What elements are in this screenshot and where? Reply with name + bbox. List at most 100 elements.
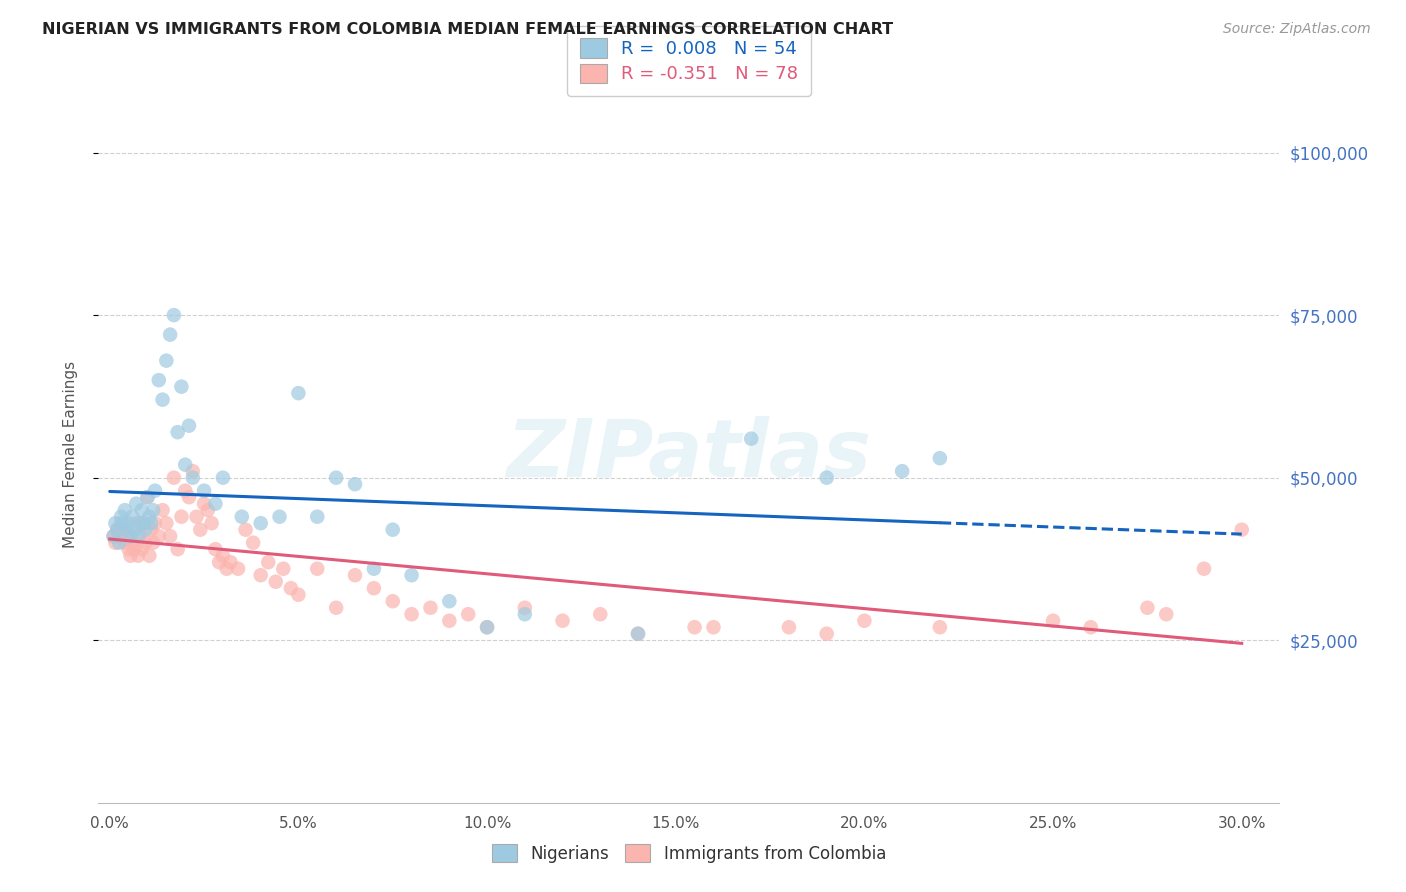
Point bbox=[103, 529, 125, 543]
Point bbox=[891, 464, 914, 478]
Point bbox=[127, 529, 149, 543]
Point bbox=[155, 516, 177, 531]
Point bbox=[135, 523, 157, 537]
Text: Source: ZipAtlas.com: Source: ZipAtlas.com bbox=[1223, 22, 1371, 37]
Point bbox=[105, 523, 128, 537]
Point bbox=[142, 503, 165, 517]
Point bbox=[475, 620, 498, 634]
Point bbox=[121, 535, 143, 549]
Point bbox=[152, 503, 174, 517]
Point bbox=[103, 529, 125, 543]
Point bbox=[141, 523, 163, 537]
Point bbox=[105, 523, 128, 537]
Point bbox=[363, 581, 385, 595]
Point bbox=[110, 509, 132, 524]
Point bbox=[307, 509, 329, 524]
Point bbox=[212, 471, 235, 485]
Point bbox=[307, 562, 329, 576]
Point bbox=[208, 555, 231, 569]
Point bbox=[188, 523, 211, 537]
Point bbox=[589, 607, 612, 622]
Point bbox=[928, 451, 950, 466]
Point bbox=[125, 497, 148, 511]
Point bbox=[627, 626, 650, 640]
Point bbox=[419, 600, 441, 615]
Point bbox=[551, 614, 574, 628]
Point bbox=[117, 516, 139, 531]
Point bbox=[104, 535, 127, 549]
Point bbox=[204, 497, 226, 511]
Point bbox=[155, 353, 177, 368]
Point bbox=[1042, 614, 1064, 628]
Point bbox=[136, 490, 159, 504]
Point bbox=[269, 509, 291, 524]
Point bbox=[401, 568, 423, 582]
Point bbox=[343, 477, 366, 491]
Point bbox=[683, 620, 706, 634]
Point bbox=[159, 529, 181, 543]
Point bbox=[363, 562, 385, 576]
Point bbox=[212, 549, 235, 563]
Point bbox=[181, 464, 204, 478]
Point bbox=[163, 308, 186, 322]
Point bbox=[475, 620, 498, 634]
Point bbox=[177, 418, 200, 433]
Point bbox=[132, 516, 155, 531]
Point bbox=[204, 542, 226, 557]
Point bbox=[131, 542, 153, 557]
Point bbox=[740, 432, 762, 446]
Point bbox=[104, 516, 127, 531]
Point bbox=[108, 535, 131, 549]
Point bbox=[115, 529, 138, 543]
Point bbox=[115, 523, 138, 537]
Point bbox=[287, 386, 309, 401]
Point bbox=[132, 516, 155, 531]
Point bbox=[1154, 607, 1177, 622]
Point bbox=[170, 509, 193, 524]
Point bbox=[120, 549, 142, 563]
Point bbox=[174, 458, 197, 472]
Point bbox=[815, 626, 838, 640]
Point bbox=[135, 535, 157, 549]
Point bbox=[114, 535, 136, 549]
Point bbox=[249, 568, 271, 582]
Point bbox=[457, 607, 479, 622]
Point bbox=[117, 542, 139, 557]
Point bbox=[138, 509, 160, 524]
Point bbox=[287, 588, 309, 602]
Point bbox=[242, 535, 264, 549]
Point bbox=[131, 503, 153, 517]
Point bbox=[513, 600, 536, 615]
Point bbox=[235, 523, 257, 537]
Point bbox=[127, 549, 149, 563]
Point bbox=[193, 483, 215, 498]
Point bbox=[111, 523, 134, 537]
Text: ZIPatlas: ZIPatlas bbox=[506, 416, 872, 494]
Point bbox=[152, 392, 174, 407]
Point bbox=[193, 497, 215, 511]
Point bbox=[257, 555, 280, 569]
Point bbox=[148, 529, 170, 543]
Point bbox=[264, 574, 287, 589]
Point bbox=[143, 516, 166, 531]
Point bbox=[174, 483, 197, 498]
Point bbox=[121, 509, 143, 524]
Point bbox=[111, 516, 134, 531]
Point bbox=[853, 614, 876, 628]
Point bbox=[439, 614, 461, 628]
Point bbox=[1230, 523, 1253, 537]
Point bbox=[125, 516, 148, 531]
Point bbox=[325, 600, 347, 615]
Point bbox=[928, 620, 950, 634]
Point bbox=[401, 607, 423, 622]
Point bbox=[197, 503, 219, 517]
Point bbox=[138, 549, 160, 563]
Point bbox=[114, 503, 136, 517]
Text: NIGERIAN VS IMMIGRANTS FROM COLOMBIA MEDIAN FEMALE EARNINGS CORRELATION CHART: NIGERIAN VS IMMIGRANTS FROM COLOMBIA MED… bbox=[42, 22, 893, 37]
Point bbox=[108, 529, 131, 543]
Point bbox=[122, 542, 145, 557]
Point bbox=[219, 555, 242, 569]
Point bbox=[778, 620, 800, 634]
Point bbox=[273, 562, 295, 576]
Point bbox=[1136, 600, 1159, 615]
